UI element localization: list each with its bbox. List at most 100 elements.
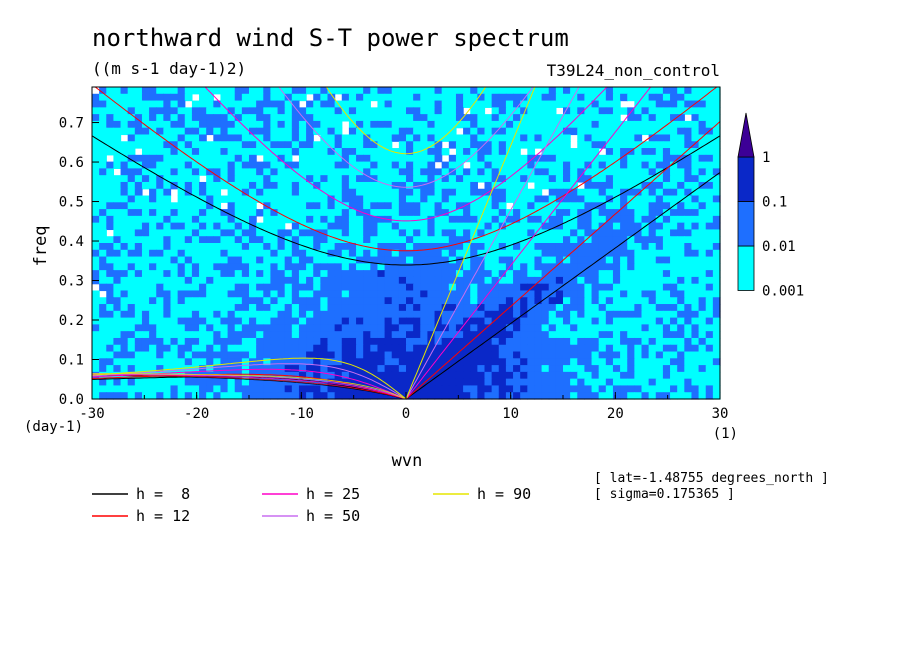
spectrum-cell bbox=[555, 358, 564, 366]
spectrum-cell bbox=[491, 243, 500, 251]
spectrum-cell bbox=[627, 209, 635, 217]
spectrum-cell bbox=[548, 351, 557, 359]
spectrum-cell bbox=[363, 202, 371, 210]
spectrum-cell bbox=[463, 331, 471, 339]
spectrum-cell bbox=[648, 215, 657, 224]
spectrum-cell bbox=[263, 120, 272, 129]
spectrum-cell bbox=[627, 202, 635, 210]
spectrum-cell bbox=[591, 290, 600, 298]
spectrum-cell bbox=[134, 385, 143, 393]
spectrum-cell bbox=[191, 148, 200, 156]
spectrum-cell bbox=[92, 222, 100, 231]
spectrum-cell bbox=[99, 344, 107, 353]
spectrum-cell bbox=[270, 385, 279, 393]
spectrum-cell bbox=[284, 120, 293, 129]
spectrum-cell bbox=[370, 87, 379, 95]
spectrum-cell bbox=[377, 243, 386, 251]
spectrum-cell bbox=[277, 358, 286, 366]
spectrum-cell bbox=[284, 337, 293, 346]
spectrum-cell bbox=[577, 304, 586, 312]
spectrum-cell bbox=[313, 87, 321, 95]
spectrum-cell bbox=[320, 93, 329, 102]
spectrum-cell bbox=[263, 100, 272, 108]
spectrum-cell bbox=[270, 243, 279, 251]
spectrum-cell bbox=[327, 229, 336, 237]
spectrum-cell bbox=[691, 344, 700, 353]
spectrum-cell bbox=[313, 195, 321, 203]
spectrum-cell bbox=[677, 304, 685, 312]
spectrum-cell bbox=[391, 310, 400, 319]
spectrum-cell bbox=[491, 385, 500, 393]
spectrum-cell bbox=[256, 270, 264, 278]
spectrum-cell bbox=[441, 87, 450, 95]
spectrum-cell bbox=[406, 222, 414, 231]
spectrum-cell bbox=[527, 168, 536, 176]
spectrum-cell bbox=[377, 310, 386, 319]
spectrum-cell bbox=[662, 270, 671, 278]
spectrum-cell bbox=[498, 249, 507, 258]
spectrum-cell bbox=[306, 344, 314, 353]
spectrum-cell bbox=[712, 93, 721, 102]
spectrum-cell bbox=[391, 127, 400, 136]
spectrum-cell bbox=[263, 317, 272, 325]
spectrum-cell bbox=[463, 243, 471, 251]
spectrum-cell bbox=[698, 120, 707, 129]
spectrum-cell bbox=[213, 127, 222, 136]
spectrum-cell bbox=[127, 209, 136, 217]
spectrum-cell bbox=[234, 188, 243, 197]
spectrum-cell bbox=[99, 134, 107, 142]
spectrum-cell bbox=[220, 236, 229, 244]
spectrum-cell bbox=[263, 93, 272, 102]
colorbar-label: 0.1 bbox=[762, 195, 787, 211]
spectrum-cell bbox=[655, 127, 664, 136]
spectrum-cell bbox=[206, 378, 214, 387]
spectrum-cell bbox=[555, 256, 564, 264]
spectrum-cell bbox=[605, 351, 614, 359]
spectrum-cell bbox=[441, 337, 450, 346]
spectrum-cell bbox=[612, 154, 621, 163]
spectrum-cell bbox=[477, 317, 486, 325]
spectrum-cell bbox=[670, 188, 678, 197]
spectrum-cell bbox=[327, 371, 336, 380]
spectrum-cell bbox=[270, 87, 279, 95]
spectrum-cell bbox=[191, 168, 200, 176]
spectrum-cell bbox=[177, 385, 186, 393]
spectrum-cell bbox=[605, 236, 614, 244]
spectrum-cell bbox=[698, 107, 707, 115]
spectrum-cell bbox=[348, 134, 357, 142]
spectrum-cell bbox=[234, 209, 243, 217]
spectrum-cell bbox=[348, 365, 357, 373]
spectrum-cell bbox=[441, 392, 450, 400]
spectrum-cell bbox=[655, 310, 664, 319]
spectrum-cell bbox=[348, 100, 357, 108]
spectrum-cell bbox=[470, 263, 478, 271]
spectrum-cell bbox=[605, 304, 614, 312]
spectrum-cell bbox=[263, 392, 272, 400]
spectrum-cell bbox=[341, 256, 350, 264]
spectrum-cell bbox=[149, 263, 157, 271]
spectrum-cell bbox=[448, 351, 457, 359]
spectrum-cell bbox=[513, 331, 521, 339]
spectrum-cell bbox=[141, 168, 150, 176]
spectrum-cell bbox=[491, 297, 500, 305]
spectrum-cell bbox=[463, 215, 471, 224]
spectrum-cell bbox=[234, 114, 243, 122]
spectrum-cell bbox=[420, 344, 429, 353]
spectrum-cell bbox=[670, 344, 678, 353]
spectrum-cell bbox=[505, 283, 514, 292]
spectrum-cell bbox=[120, 93, 129, 102]
spectrum-cell bbox=[455, 100, 464, 108]
spectrum-cell bbox=[477, 371, 486, 380]
spectrum-cell bbox=[584, 127, 593, 136]
spectrum-cell bbox=[370, 154, 379, 163]
spectrum-cell bbox=[605, 310, 614, 319]
spectrum-cell bbox=[463, 202, 471, 210]
spectrum-cell bbox=[627, 365, 635, 373]
spectrum-cell bbox=[470, 270, 478, 278]
spectrum-cell bbox=[455, 229, 464, 237]
spectrum-cell bbox=[470, 304, 478, 312]
spectrum-cell bbox=[348, 310, 357, 319]
spectrum-cell bbox=[370, 297, 379, 305]
spectrum-cell bbox=[341, 249, 350, 258]
spectrum-cell bbox=[227, 148, 236, 156]
